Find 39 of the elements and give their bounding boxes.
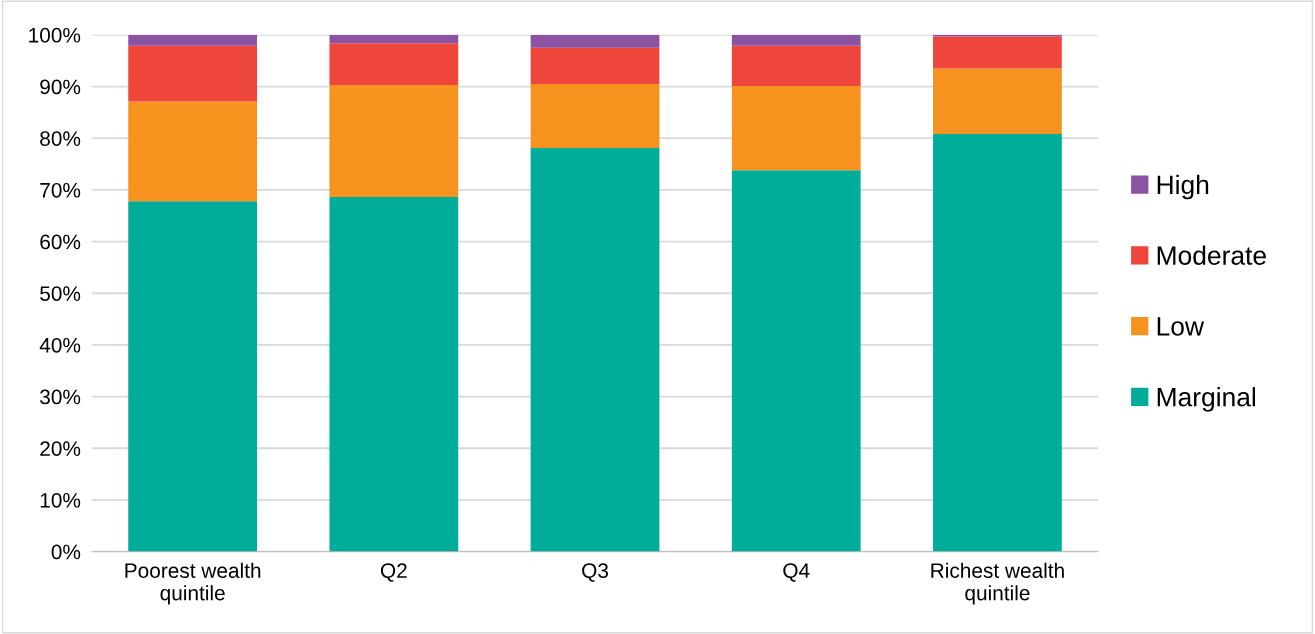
bar [731, 45, 861, 87]
x-tick-label: Poorest wealth quintile [125, 562, 261, 605]
bar [731, 86, 861, 171]
legend-label: High [1157, 174, 1209, 200]
bar [933, 36, 1062, 69]
bar [731, 170, 861, 552]
y-tick-label: 60% [40, 234, 81, 250]
legend-label: Marginal [1157, 387, 1256, 412]
y-tick-label: 40% [39, 337, 81, 353]
y-tick-label: 10% [40, 492, 81, 508]
bar [128, 101, 258, 202]
y-tick-label: 90% [40, 79, 81, 95]
bar [329, 34, 459, 44]
bar [530, 34, 660, 48]
bar [530, 47, 660, 84]
bar [128, 45, 258, 102]
bar [329, 84, 459, 198]
y-tick-label: 100% [29, 27, 81, 43]
x-tick-label: Q3 [582, 563, 609, 582]
bar [933, 68, 1062, 135]
x-tick-label: Q4 [783, 563, 810, 582]
bar [329, 197, 459, 552]
bar [530, 148, 660, 552]
bar [128, 34, 258, 46]
y-tick-label: 50% [40, 286, 81, 301]
y-tick-label: 30% [40, 389, 81, 405]
bar [128, 201, 258, 552]
bar [933, 134, 1062, 552]
bar [329, 43, 459, 85]
x-tick-label: Q2 [380, 563, 407, 582]
y-tick-label: 80% [40, 131, 81, 146]
legend-label: Low [1157, 317, 1205, 336]
y-tick-label: 70% [40, 182, 81, 198]
legend-label: Moderate [1157, 245, 1266, 265]
y-tick-label: 20% [40, 441, 81, 456]
y-tick-label: 0% [51, 544, 81, 560]
bar [731, 34, 861, 46]
x-tick-label: Richest wealth quintile [931, 562, 1064, 605]
bar [530, 83, 660, 149]
